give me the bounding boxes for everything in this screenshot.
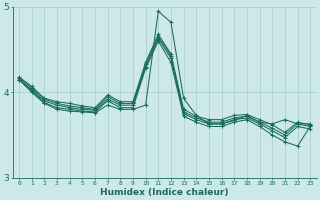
X-axis label: Humidex (Indice chaleur): Humidex (Indice chaleur) bbox=[100, 188, 229, 197]
